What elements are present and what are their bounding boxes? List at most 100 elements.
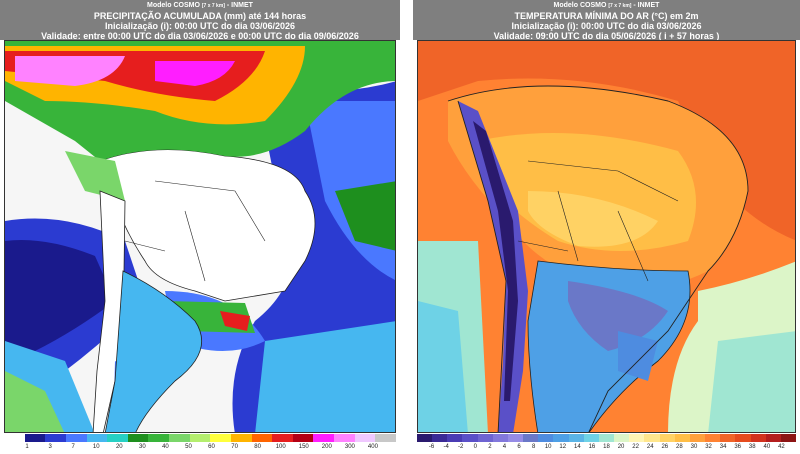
temperature-panel: Modelo COSMO [7 x 7 km] - INMET TEMPERAT… bbox=[413, 0, 800, 454]
colorbar-swatch bbox=[24, 434, 46, 442]
model-org: - INMET bbox=[226, 2, 253, 9]
colorbar-swatch bbox=[45, 434, 67, 442]
colorbar-tick-label: -4 bbox=[443, 444, 449, 450]
colorbar-swatch bbox=[644, 434, 661, 442]
init-time: Inicialização (i): 00:00 UTC do dia 03/0… bbox=[511, 21, 702, 31]
colorbar-tick-label: 32 bbox=[705, 444, 712, 450]
colorbar-swatch bbox=[750, 434, 767, 442]
colorbar-tick-label: 2 bbox=[488, 444, 492, 450]
colorbar-tick-label: 38 bbox=[748, 444, 756, 450]
colorbar-tick-label: 40 bbox=[162, 444, 169, 450]
colorbar-swatch bbox=[210, 434, 232, 442]
colorbar-tick-label: -2 bbox=[458, 444, 464, 450]
colorbar-tick-label: 20 bbox=[115, 444, 123, 450]
colorbar-swatch bbox=[447, 434, 463, 442]
validity-time: Validade: 09:00 UTC do dia 05/06/2026 ( … bbox=[493, 31, 720, 41]
colorbar-swatch bbox=[375, 434, 397, 442]
validity-time: Validade: entre 00:00 UTC do dia 03/06/2… bbox=[41, 31, 359, 41]
colorbar-swatch bbox=[354, 434, 376, 442]
colorbar-tick-label: 12 bbox=[559, 444, 567, 450]
colorbar-swatch bbox=[598, 434, 615, 442]
colorbar-swatch bbox=[523, 434, 539, 442]
colorbar-tick-label: 6 bbox=[517, 444, 521, 450]
init-time: Inicialização (i): 00:00 UTC do dia 03/0… bbox=[104, 21, 296, 31]
colorbar-tick-label: 36 bbox=[734, 444, 742, 450]
colorbar-swatch bbox=[765, 434, 782, 442]
colorbar-tick-label: 100 bbox=[275, 444, 286, 450]
precipitation-map bbox=[4, 40, 396, 433]
model-resolution: [7 x 7 km] bbox=[608, 3, 632, 9]
colorbar-tick-label: 18 bbox=[603, 444, 610, 450]
colorbar-swatch bbox=[674, 434, 691, 442]
colorbar-tick-label: 150 bbox=[298, 444, 309, 450]
colorbar-tick-label: 80 bbox=[254, 444, 261, 450]
colorbar-tick-label: 200 bbox=[321, 444, 332, 450]
colorbar-swatch bbox=[417, 434, 433, 442]
colorbar-swatch bbox=[477, 434, 494, 442]
colorbar-tick-label: 42 bbox=[778, 444, 785, 450]
colorbar-tick-label: 4 bbox=[502, 444, 507, 450]
colorbar-tick-label: 0 bbox=[473, 444, 477, 450]
colorbar-swatch bbox=[568, 434, 585, 442]
model-resolution: [7 x 7 km] bbox=[201, 3, 225, 9]
colorbar-swatch bbox=[251, 434, 273, 442]
colorbar-tick-label: 20 bbox=[617, 444, 625, 450]
colorbar-swatch bbox=[538, 434, 554, 442]
colorbar-swatch bbox=[65, 434, 88, 442]
temperature-header: Modelo COSMO [7 x 7 km] - INMET TEMPERAT… bbox=[413, 0, 800, 41]
colorbar-tick-label: 28 bbox=[676, 444, 683, 450]
colorbar-swatch bbox=[492, 434, 509, 442]
colorbar-swatch bbox=[689, 434, 706, 442]
colorbar-swatch bbox=[313, 434, 335, 442]
colorbar-tick-label: 300 bbox=[344, 444, 355, 450]
colorbar-swatch bbox=[4, 434, 26, 442]
colorbar-swatch bbox=[659, 434, 676, 442]
colorbar-tick-label: 50 bbox=[185, 444, 192, 450]
colorbar-swatch bbox=[432, 434, 448, 442]
temperature-map bbox=[417, 40, 796, 433]
colorbar-swatch bbox=[334, 434, 356, 442]
colorbar-swatch bbox=[127, 434, 149, 442]
colorbar-tick-label: 30 bbox=[139, 444, 146, 450]
colorbar-swatch bbox=[189, 434, 211, 442]
colorbar-swatch bbox=[705, 434, 721, 442]
precipitation-header: Modelo COSMO [7 x 7 km] - INMET PRECIPIT… bbox=[0, 0, 400, 41]
colorbar-tick-label: 1 bbox=[25, 444, 29, 450]
precipitation-panel: Modelo COSMO [7 x 7 km] - INMET PRECIPIT… bbox=[0, 0, 400, 450]
colorbar-swatch bbox=[230, 434, 253, 442]
colorbar-tick-label: -6 bbox=[428, 444, 435, 450]
colorbar-tick-label: 400 bbox=[367, 444, 378, 450]
colorbar-swatch bbox=[629, 434, 645, 442]
model-line: Modelo COSMO [7 x 7 km] - INMET bbox=[0, 1, 400, 11]
colorbar-swatch bbox=[720, 434, 736, 442]
colorbar-tick-label: 70 bbox=[231, 444, 238, 450]
colorbar-swatch bbox=[614, 434, 630, 442]
colorbar-swatch bbox=[292, 434, 314, 442]
colorbar-swatch bbox=[507, 434, 524, 442]
colorbar-swatch bbox=[462, 434, 479, 442]
model-org: - INMET bbox=[633, 2, 660, 9]
colorbar-tick-label: 34 bbox=[719, 444, 727, 450]
colorbar-swatch bbox=[780, 434, 797, 442]
colorbar-tick-label: 3 bbox=[48, 444, 52, 450]
colorbar-swatch bbox=[583, 434, 600, 442]
colorbar-tick-label: 8 bbox=[531, 444, 536, 450]
model-name: Modelo COSMO bbox=[553, 2, 607, 9]
colorbar-swatch bbox=[169, 434, 191, 442]
colorbar-tick-label: 16 bbox=[588, 444, 596, 450]
panel-separator bbox=[400, 0, 413, 454]
map-title: TEMPERATURA MÍNIMA DO AR (°C) em 2m bbox=[514, 11, 699, 21]
model-line: Modelo COSMO [7 x 7 km] - INMET bbox=[413, 1, 800, 11]
colorbar-tick-label: 40 bbox=[763, 444, 771, 450]
colorbar-swatch bbox=[107, 434, 129, 442]
temperature-colorbar: -6 -4 -2 0 2 4 6 8 10 12 14 16 18 20 22 24 26 28 30 32 34 36 3… bbox=[417, 434, 797, 454]
map-title: PRECIPITAÇÃO ACUMULADA (mm) até 144 hora… bbox=[93, 11, 307, 21]
colorbar-tick-label: 24 bbox=[646, 444, 654, 450]
colorbar-tick-label: 10 bbox=[544, 444, 552, 450]
colorbar-tick-label: 14 bbox=[574, 444, 581, 450]
colorbar-tick-label: 10 bbox=[92, 444, 100, 450]
colorbar-tick-label: 26 bbox=[661, 444, 669, 450]
colorbar-tick-label: 60 bbox=[208, 444, 215, 450]
model-name: Modelo COSMO bbox=[147, 2, 200, 9]
colorbar-swatch bbox=[735, 434, 752, 442]
